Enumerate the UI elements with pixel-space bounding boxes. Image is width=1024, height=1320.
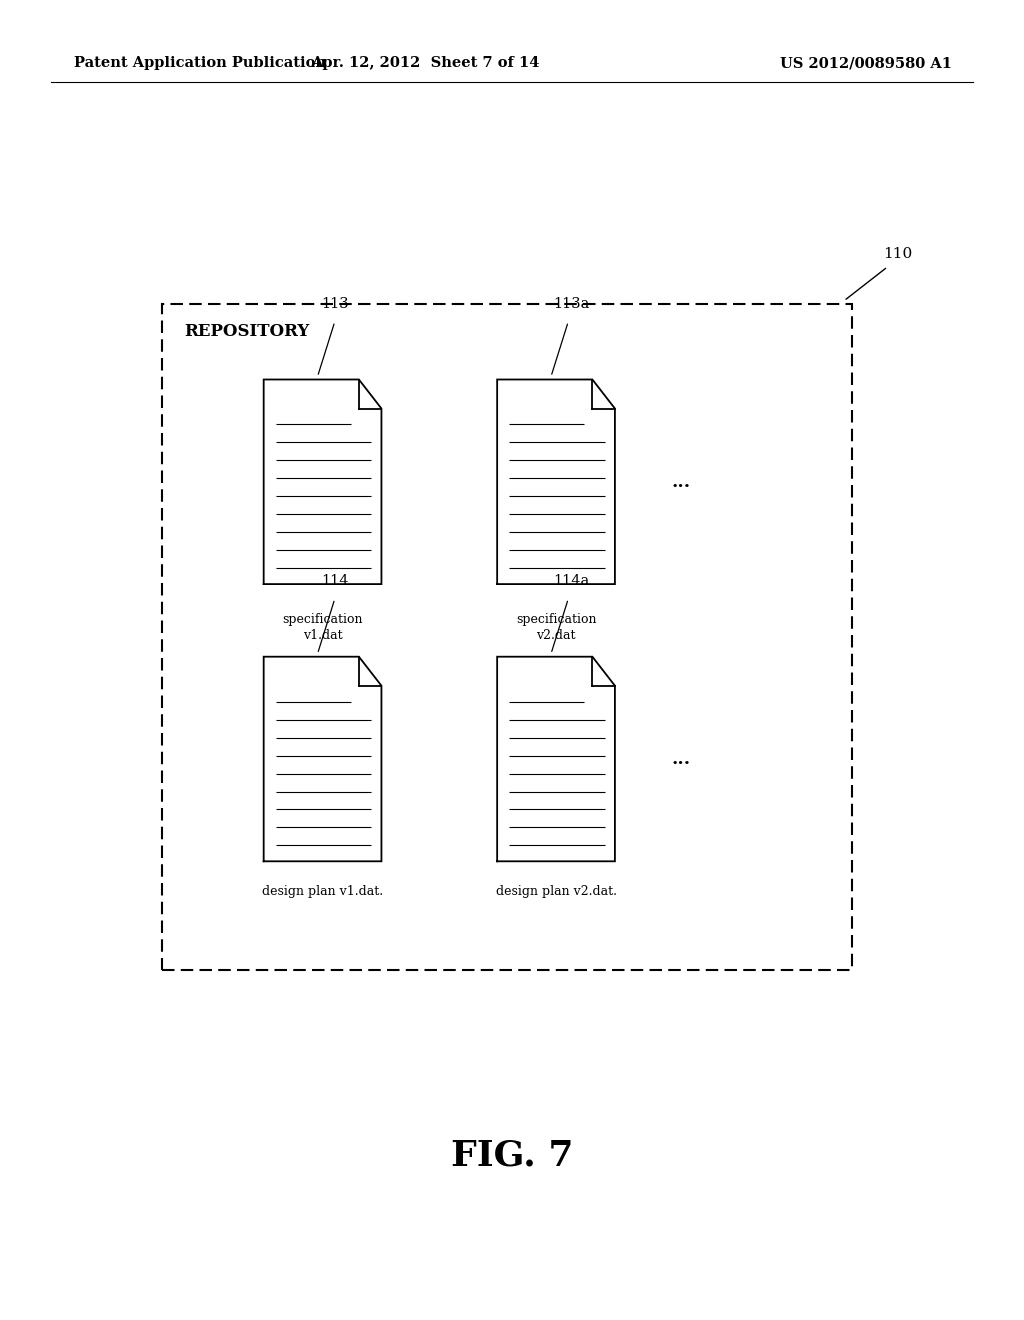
Text: US 2012/0089580 A1: US 2012/0089580 A1: [780, 57, 952, 70]
Bar: [162, 304, 852, 970]
Polygon shape: [498, 657, 614, 862]
Text: specification
v2.dat: specification v2.dat: [516, 612, 596, 642]
Text: 110: 110: [883, 247, 912, 261]
Text: Apr. 12, 2012  Sheet 7 of 14: Apr. 12, 2012 Sheet 7 of 14: [310, 57, 540, 70]
Text: 113: 113: [322, 297, 348, 310]
Polygon shape: [498, 380, 614, 583]
Text: FIG. 7: FIG. 7: [451, 1138, 573, 1172]
Text: 113a: 113a: [553, 297, 590, 310]
Polygon shape: [264, 657, 381, 862]
Polygon shape: [264, 380, 381, 583]
Text: specification
v1.dat: specification v1.dat: [283, 612, 362, 642]
Text: REPOSITORY: REPOSITORY: [184, 323, 309, 341]
Text: design plan v2.dat.: design plan v2.dat.: [496, 886, 616, 898]
Text: ...: ...: [672, 750, 691, 768]
Text: design plan v1.dat.: design plan v1.dat.: [262, 886, 383, 898]
Text: Patent Application Publication: Patent Application Publication: [74, 57, 326, 70]
Text: 114: 114: [322, 574, 348, 589]
Text: 114a: 114a: [553, 574, 590, 589]
Text: ...: ...: [672, 473, 691, 491]
